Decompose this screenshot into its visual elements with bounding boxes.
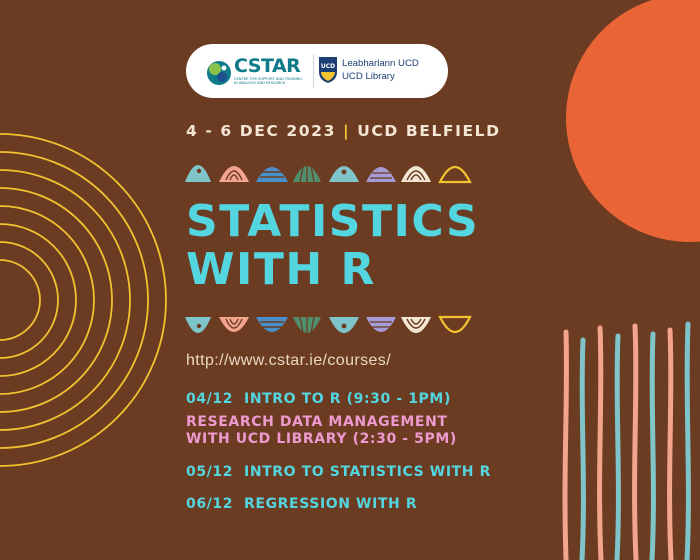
cstar-logo: CSTAR CENTRE FOR SUPPORT AND TRAINING IN… (206, 54, 310, 88)
session-date: 05/12 (186, 464, 234, 480)
session-4: 06/12 REGRESSION WITH R (186, 496, 417, 513)
title-line-1: STATISTICS (186, 196, 480, 247)
session-title: REGRESSION WITH R (244, 496, 418, 512)
ucd-crest-icon: UCD (319, 57, 337, 83)
event-title: STATISTICS WITH R (186, 198, 479, 294)
orange-circle-shape (566, 0, 700, 242)
library-name-english: UCD Library (342, 70, 395, 82)
title-line-2: WITH R (186, 244, 376, 295)
session-2: RESEARCH DATA MANAGEMENT WITH UCD LIBRAR… (186, 414, 457, 448)
courses-url[interactable]: http://www.cstar.ie/courses/ (186, 352, 392, 369)
bowl-pattern-bottom (185, 315, 472, 339)
cstar-mark-icon (207, 61, 231, 85)
cstar-name: CSTAR (234, 55, 301, 77)
cstar-tagline: CENTRE FOR SUPPORT AND TRAINING IN ANALY… (234, 77, 303, 85)
vertical-stripes-shape (562, 321, 691, 560)
session-title-line-1: RESEARCH DATA MANAGEMENT (186, 414, 448, 430)
event-dates: 4 - 6 DEC 2023 (186, 122, 336, 140)
session-1: 04/12 INTRO TO R (9:30 - 1PM) (186, 391, 451, 408)
session-title: INTRO TO STATISTICS WITH R (244, 464, 491, 480)
event-date-venue: 4 - 6 DEC 2023 | UCD BELFIELD (186, 122, 501, 140)
session-title: INTRO TO R (9:30 - 1PM) (244, 391, 451, 407)
library-name: Leabharlann UCD UCD Library (342, 58, 419, 83)
event-venue: UCD BELFIELD (357, 122, 501, 140)
session-date: 06/12 (186, 496, 234, 512)
logo-divider (313, 54, 314, 88)
svg-text:UCD: UCD (321, 63, 335, 70)
session-date: 04/12 (186, 391, 234, 407)
logo-banner: CSTAR CENTRE FOR SUPPORT AND TRAINING IN… (186, 44, 448, 98)
mound-pattern-top (185, 160, 472, 184)
session-3: 05/12 INTRO TO STATISTICS WITH R (186, 464, 491, 481)
session-title-line-2: WITH UCD LIBRARY (2:30 - 5PM) (186, 431, 457, 447)
library-name-irish: Leabharlann UCD (342, 58, 419, 69)
concentric-rings-shape (0, 133, 167, 467)
date-separator: | (342, 122, 351, 140)
